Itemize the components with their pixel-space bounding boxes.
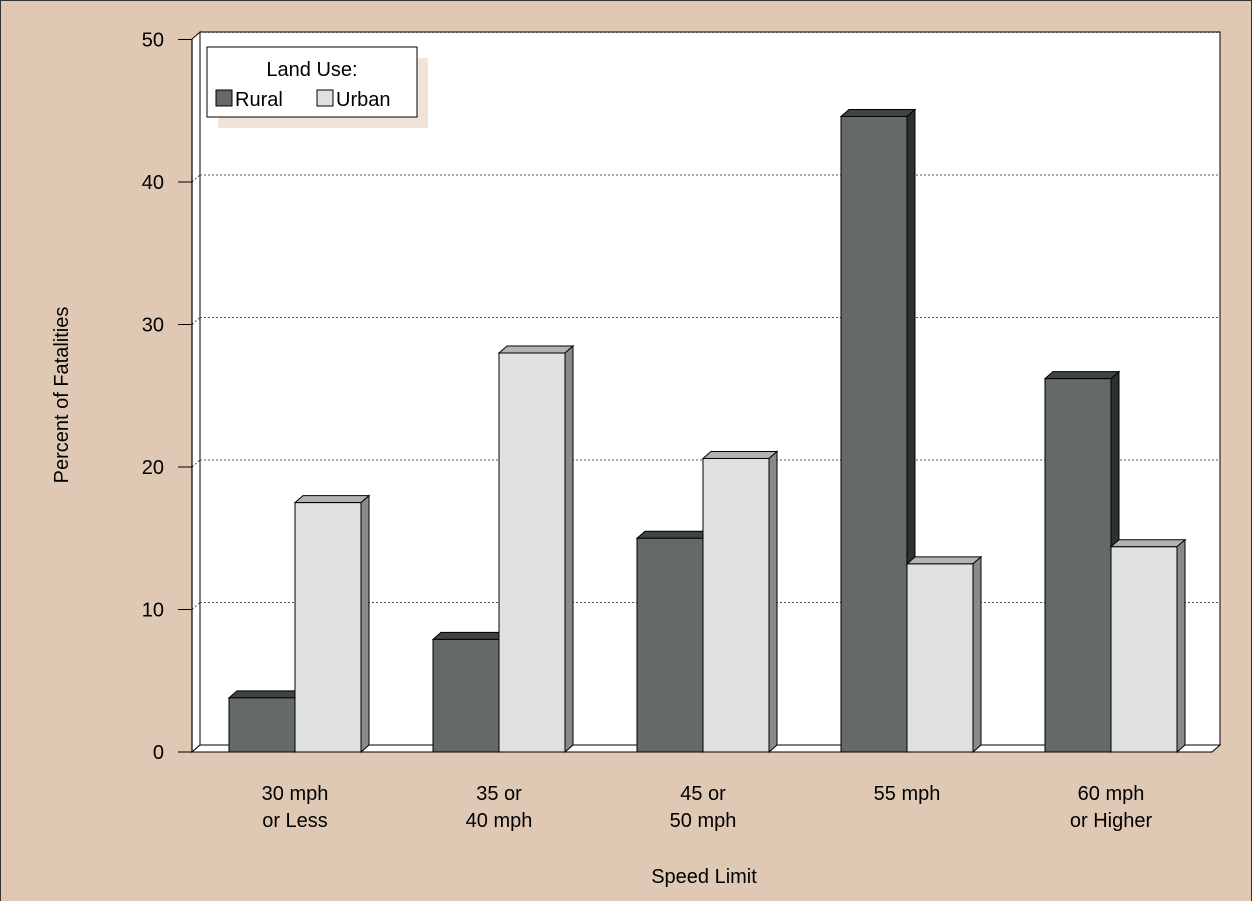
x-tick-label-2: 35 or 40 mph <box>466 783 533 832</box>
bar-front-face <box>228 697 296 753</box>
x-tick-label-line: 60 mph <box>1078 783 1145 805</box>
y-axis-title: Percent of Fatalities <box>51 307 73 484</box>
bar-rural-4 <box>839 108 917 754</box>
bar-front-face <box>636 537 704 753</box>
gridline-side <box>191 602 201 610</box>
bar-top-face <box>431 631 509 640</box>
x-tick-label-line: 50 mph <box>670 810 737 832</box>
y-tick-label: 40 <box>142 172 164 194</box>
bar-rural-1 <box>227 689 305 754</box>
bar-front-face <box>1044 378 1112 753</box>
x-tick-label-line: 40 mph <box>466 810 533 832</box>
x-tick-label-line: or Higher <box>1070 810 1153 832</box>
bar-top-face <box>905 556 983 565</box>
bar-top-face <box>1109 539 1187 548</box>
bar-urban-4 <box>905 555 983 754</box>
gridline-side <box>191 317 201 325</box>
bar-top-face <box>701 450 779 459</box>
bar-side-face <box>564 344 574 754</box>
bar-top-face <box>227 690 305 699</box>
x-tick-label-line: 30 mph <box>262 783 329 805</box>
bar-top-face <box>635 530 713 539</box>
legend-box <box>206 46 418 118</box>
bars <box>227 108 1187 754</box>
gridline-side <box>191 174 201 183</box>
y-tick-label: 10 <box>142 600 164 622</box>
x-tick-label-3: 45 or 50 mph <box>670 783 737 832</box>
bar-top-face <box>1043 371 1121 380</box>
x-tick-label-5: 60 mph or Higher <box>1070 783 1153 832</box>
gridline-side <box>191 459 201 468</box>
legend-title: Land Use: <box>266 59 357 81</box>
legend-label-rural: Rural <box>235 89 283 111</box>
legend-swatch-rural <box>215 89 233 107</box>
bar-rural-2 <box>431 631 509 754</box>
bar-front-face <box>294 502 362 753</box>
x-tick-label-1: 30 mph or Less <box>262 783 329 832</box>
bar-top-face <box>839 108 917 117</box>
x-axis-title: Speed Limit <box>651 866 757 888</box>
gridline-side <box>191 32 201 40</box>
axes: 0 10 20 30 40 50 30 mph or Less 35 or 40 mph 45 or… <box>142 30 1153 833</box>
plot-side-wall <box>191 30 201 754</box>
bar-side-face <box>768 450 778 754</box>
bar-side-face <box>972 555 982 754</box>
y-tick-label: 0 <box>153 742 164 764</box>
x-tick-label-line: 35 or <box>476 783 522 805</box>
bar-front-face <box>498 352 566 753</box>
bar-front-face <box>702 457 770 753</box>
bar-urban-2 <box>497 344 575 754</box>
bar-urban-5 <box>1109 538 1187 754</box>
y-tick-label: 50 <box>142 30 164 52</box>
legend-label-urban: Urban <box>336 89 390 111</box>
bar-front-face <box>840 115 908 753</box>
y-tick-label: 20 <box>142 457 164 479</box>
x-tick-label-line: 55 mph <box>874 783 941 805</box>
bar-side-face <box>1176 538 1186 754</box>
bar-side-face <box>360 494 370 754</box>
bar-urban-1 <box>293 494 371 754</box>
bar-rural-3 <box>635 530 713 754</box>
x-tick-label-line: or Less <box>262 810 328 832</box>
bar-urban-3 <box>701 450 779 754</box>
bar-front-face <box>1110 546 1178 753</box>
bar-front-face <box>906 563 974 753</box>
x-tick-label-4: 55 mph <box>874 783 941 805</box>
bar-top-face <box>293 495 371 504</box>
x-tick-label-line: 45 or <box>680 783 726 805</box>
legend: Land Use: Rural Urban <box>206 46 428 128</box>
legend-swatch-urban <box>316 89 334 107</box>
bar-top-face <box>497 345 575 354</box>
y-tick-label: 30 <box>142 315 164 337</box>
bar-rural-5 <box>1043 370 1121 754</box>
bar-front-face <box>432 638 500 753</box>
